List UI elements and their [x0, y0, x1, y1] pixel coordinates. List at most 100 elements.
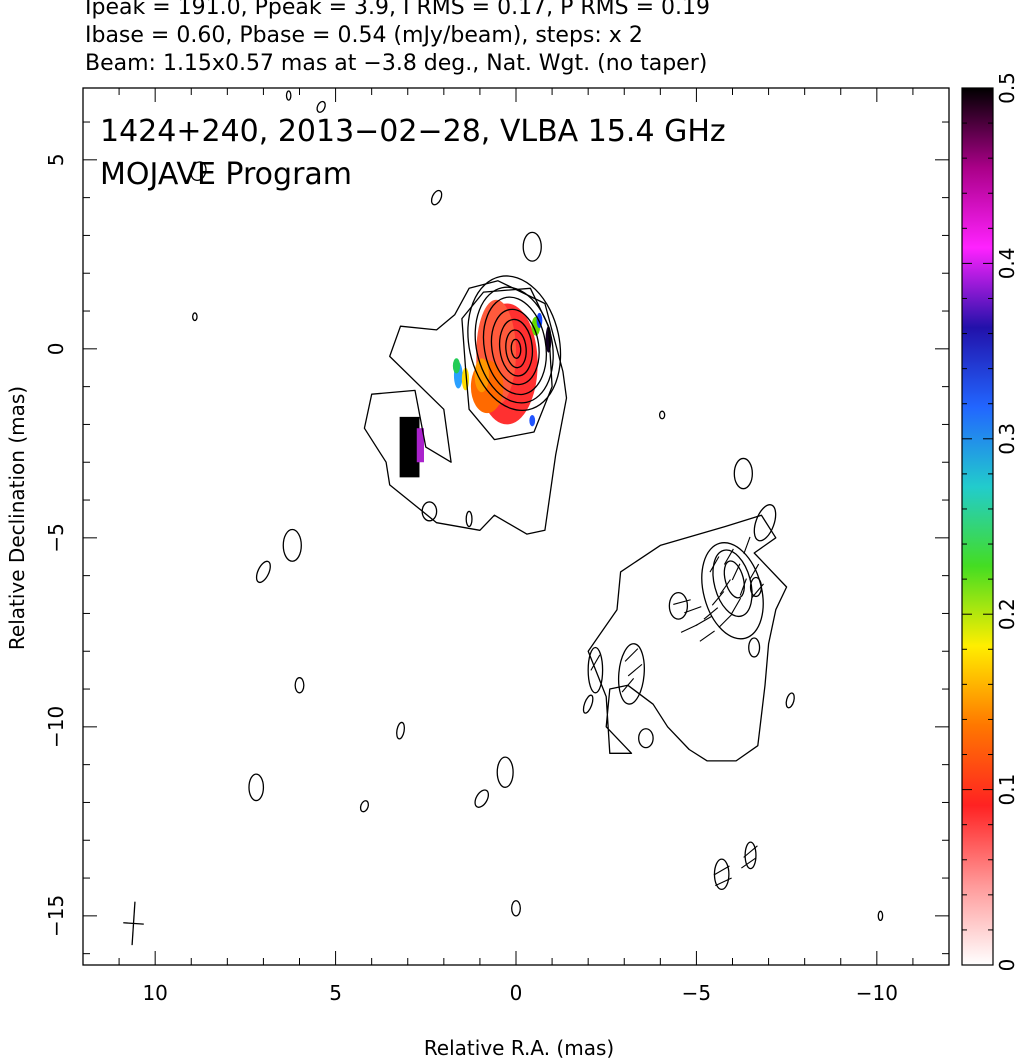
intensity-contour — [617, 643, 645, 705]
colorbar: 0 0.1 0.2 0.3 0.4 0.5 — [961, 72, 1019, 972]
intensity-contour — [744, 841, 757, 870]
intensity-contour — [638, 728, 654, 749]
intensity-contour — [192, 312, 198, 322]
evpa-vector — [627, 663, 643, 677]
intensity-contour — [474, 286, 554, 404]
evpa-vector — [715, 877, 732, 887]
evpa-vector — [731, 597, 742, 614]
intensity-contour — [396, 721, 406, 740]
evpa-vector — [723, 548, 734, 565]
evpa-vector — [719, 579, 731, 595]
evpa-vector — [711, 591, 725, 606]
intensity-contour — [421, 501, 438, 522]
colorbar-tick-label: 0.3 — [995, 423, 1019, 455]
evpa-vectors — [590, 536, 764, 887]
intensity-contour — [190, 161, 207, 182]
intensity-contour — [658, 410, 666, 420]
x-tick-label: 0 — [510, 981, 523, 1005]
evpa-vector — [673, 599, 691, 605]
total-intensity-contours — [190, 90, 884, 922]
intensity-contour — [363, 280, 568, 535]
intensity-contour — [482, 296, 547, 396]
evpa-vector — [743, 536, 751, 555]
evpa-vector — [751, 583, 764, 599]
intensity-contour — [285, 90, 292, 101]
intensity-contour — [785, 692, 795, 709]
evpa-vector — [703, 607, 719, 620]
x-tick-label: −5 — [682, 981, 711, 1005]
colorbar-tick-label: 0.2 — [995, 598, 1019, 630]
evpa-vector — [718, 614, 733, 628]
intensity-contour — [668, 592, 689, 620]
plot-frame — [82, 87, 950, 966]
evpa-vector — [590, 654, 601, 671]
evpa-vector — [684, 606, 702, 614]
polarization-blob — [529, 414, 536, 427]
evpa-vector — [695, 616, 712, 626]
evpa-vector — [699, 630, 715, 642]
intensity-contour — [587, 514, 788, 762]
intensity-contour — [505, 329, 527, 369]
x-tick-label: −10 — [856, 981, 898, 1005]
header-line-peaks: Ipeak = 191.0, Ppeak = 3.9, I RMS = 0.17… — [85, 0, 710, 20]
intensity-contour — [316, 100, 326, 113]
intensity-contour — [496, 756, 514, 788]
x-tick-label: 5 — [329, 981, 342, 1005]
polarization-blob — [452, 358, 461, 374]
evpa-vector — [743, 845, 758, 858]
evpa-vector — [741, 857, 757, 869]
colorbar-tick-label: 0.1 — [995, 774, 1019, 806]
colorbar-tick-label: 0.5 — [995, 72, 1019, 104]
evpa-vector — [680, 624, 698, 633]
evpa-vector — [713, 865, 730, 876]
intensity-contour — [733, 457, 753, 490]
intensity-contour — [498, 318, 534, 377]
intensity-contour — [474, 789, 490, 808]
y-axis-label: Relative Declination (mas) — [5, 386, 29, 650]
beam-minor-axis — [123, 922, 144, 925]
header-line-beam: Beam: 1.15x0.57 mas at −3.8 deg., Nat. W… — [85, 51, 708, 76]
intensity-contour — [582, 694, 594, 714]
intensity-contour — [294, 677, 305, 694]
intensity-contour — [522, 231, 542, 262]
y-tick-label: 5 — [44, 153, 68, 166]
intensity-contour — [753, 504, 777, 542]
evpa-vector — [739, 578, 747, 596]
intensity-contour — [510, 338, 522, 359]
y-tick-label: −15 — [44, 895, 68, 937]
evpa-vector — [749, 563, 760, 580]
polarization-blob — [474, 358, 489, 393]
source-annotation: 1424+240, 2013−02−28, VLBA 15.4 GHz — [100, 114, 726, 149]
evpa-vector — [621, 678, 635, 693]
intensity-contour — [723, 560, 745, 599]
program-annotation: MOJAVE Program — [100, 157, 352, 192]
intensity-contour — [877, 910, 884, 922]
header-line-base: Ibase = 0.60, Pbase = 0.54 (mJy/beam), s… — [85, 23, 643, 48]
evpa-vector — [624, 648, 639, 662]
intensity-contour — [587, 646, 604, 694]
intensity-contour — [465, 510, 473, 528]
colorbar-tick-label: 0.4 — [995, 247, 1019, 279]
intensity-contour — [359, 800, 370, 813]
intensity-contour — [467, 275, 562, 412]
evpa-vector — [731, 563, 741, 581]
y-tick-label: −10 — [44, 706, 68, 748]
intensity-contour — [430, 189, 443, 206]
colorbar-gradient — [961, 87, 994, 966]
beam-marker — [123, 901, 144, 946]
x-axis-label: Relative R.A. (mas) — [424, 1036, 614, 1060]
intensity-contour — [490, 308, 540, 386]
y-tick-label: −5 — [44, 523, 68, 552]
polarization-blob — [399, 416, 420, 478]
intensity-contour — [255, 560, 271, 584]
intensity-contour — [248, 773, 265, 802]
polarization-blob — [416, 428, 424, 463]
intensity-contour — [748, 637, 761, 658]
x-tick-label: 10 — [142, 981, 167, 1005]
y-tick-label: 0 — [44, 342, 68, 355]
evpa-vector — [709, 556, 720, 573]
colorbar-tick-label: 0 — [995, 959, 1019, 972]
plot-axes: 10 5 0 −5 −10 5 0 −5 −10 −15 — [44, 87, 950, 1005]
intensity-contour — [282, 528, 302, 562]
